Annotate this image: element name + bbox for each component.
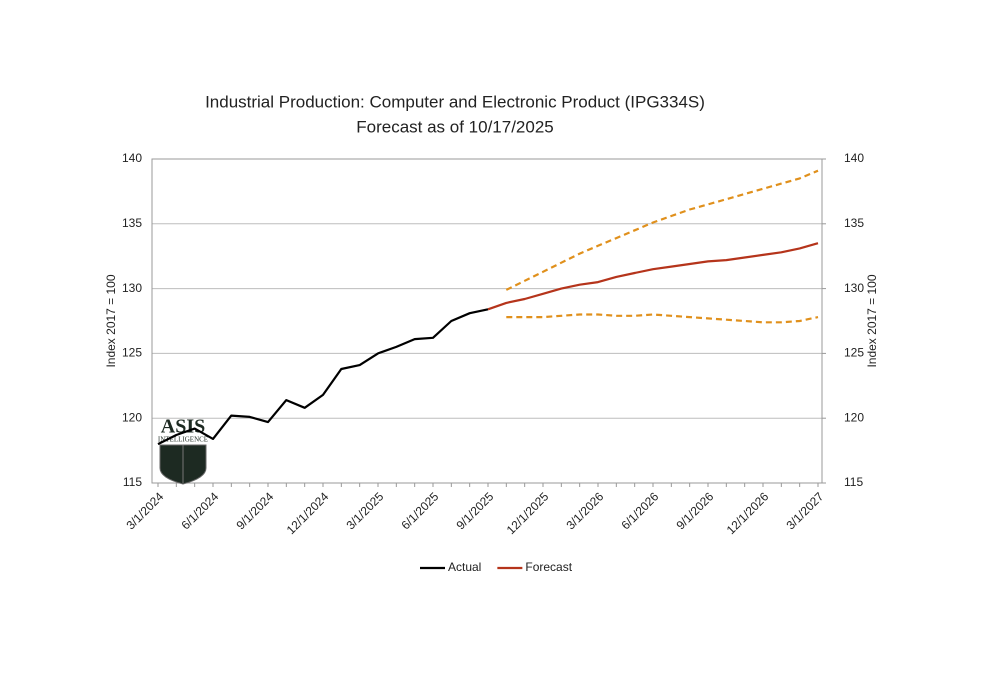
chart-subtitle: Forecast as of 10/17/2025 [356,117,554,136]
y2-tick-label: 135 [844,216,864,230]
x-tick-label: 3/1/2024 [123,489,166,532]
x-tick-label: 12/1/2024 [284,489,332,537]
y-tick-label: 130 [122,281,142,295]
x-tick-label: 9/1/2026 [673,489,716,532]
y2-tick-label: 120 [844,410,864,424]
series-line [157,308,489,446]
y-tick-label: 120 [122,410,142,424]
y-tick-label: 115 [123,475,142,489]
y2-tick-label: 125 [844,346,864,360]
x-tick-label: 6/1/2025 [398,489,441,532]
x-tick-label: 3/1/2027 [783,489,826,532]
x-tick-label: 3/1/2025 [343,489,386,532]
x-tick-label: 6/1/2024 [178,489,221,532]
series-line [487,242,819,311]
y-tick-label: 140 [122,151,142,165]
series-line [505,169,819,291]
y-tick-label: 125 [122,346,142,360]
y-axis-label: Index 2017 = 100 [104,274,118,367]
y2-axis-label: Index 2017 = 100 [865,274,879,367]
legend-label: Actual [448,560,481,574]
x-tick-label: 9/1/2024 [233,489,276,532]
x-tick-label: 12/1/2026 [724,489,772,537]
x-tick-label: 6/1/2026 [618,489,661,532]
y2-tick-label: 140 [844,151,864,165]
y-tick-label: 135 [122,216,142,230]
logo: ASIS INTELLIGENCE [158,416,208,485]
y2-tick-label: 130 [844,281,864,295]
x-tick-label: 12/1/2025 [504,489,552,537]
y2-tick-label: 115 [844,475,863,489]
legend-label: Forecast [525,560,572,574]
x-tick-label: 3/1/2026 [563,489,606,532]
logo-tagline: INTELLIGENCE [158,436,208,444]
series-line [506,313,819,324]
logo-name: ASIS [161,416,205,438]
x-tick-label: 9/1/2025 [453,489,496,532]
plot-border [151,158,823,484]
chart-title: Industrial Production: Computer and Elec… [205,92,705,111]
